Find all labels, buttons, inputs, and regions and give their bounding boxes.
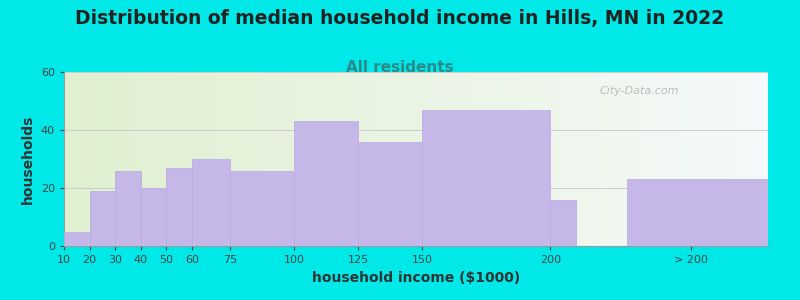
Bar bbox=[196, 72, 205, 246]
Bar bbox=[550, 200, 576, 246]
Bar bbox=[126, 72, 134, 246]
Bar bbox=[407, 72, 416, 246]
Bar bbox=[249, 72, 258, 246]
Bar bbox=[478, 72, 486, 246]
Bar bbox=[434, 72, 442, 246]
Bar bbox=[275, 72, 284, 246]
Bar bbox=[416, 72, 425, 246]
Bar bbox=[82, 72, 90, 246]
Bar bbox=[689, 72, 698, 246]
Bar bbox=[266, 72, 275, 246]
Bar bbox=[733, 72, 742, 246]
Bar bbox=[240, 72, 249, 246]
Bar bbox=[548, 72, 557, 246]
Bar bbox=[750, 72, 759, 246]
Bar bbox=[759, 72, 768, 246]
Bar bbox=[742, 72, 750, 246]
Bar bbox=[230, 171, 294, 246]
Bar bbox=[654, 72, 662, 246]
Bar bbox=[627, 72, 636, 246]
Bar bbox=[601, 72, 610, 246]
Bar bbox=[574, 72, 583, 246]
Bar bbox=[422, 110, 550, 246]
Bar bbox=[141, 188, 166, 246]
Bar bbox=[583, 72, 592, 246]
Bar bbox=[645, 72, 654, 246]
Bar bbox=[627, 179, 768, 246]
Bar bbox=[671, 72, 680, 246]
Bar bbox=[358, 142, 422, 246]
X-axis label: household income ($1000): household income ($1000) bbox=[312, 271, 520, 285]
Bar bbox=[451, 72, 460, 246]
Bar bbox=[152, 72, 161, 246]
Text: All residents: All residents bbox=[346, 60, 454, 75]
Bar bbox=[73, 72, 82, 246]
Y-axis label: households: households bbox=[22, 114, 35, 204]
Bar bbox=[557, 72, 566, 246]
Bar bbox=[504, 72, 513, 246]
Bar bbox=[662, 72, 671, 246]
Bar bbox=[495, 72, 504, 246]
Bar bbox=[90, 72, 99, 246]
Bar bbox=[442, 72, 451, 246]
Bar bbox=[337, 72, 346, 246]
Bar bbox=[178, 72, 187, 246]
Bar bbox=[166, 168, 192, 246]
Bar bbox=[293, 72, 302, 246]
Bar bbox=[372, 72, 381, 246]
Bar bbox=[618, 72, 627, 246]
Bar bbox=[469, 72, 478, 246]
Bar bbox=[222, 72, 231, 246]
Bar bbox=[346, 72, 354, 246]
Bar bbox=[706, 72, 715, 246]
Bar bbox=[258, 72, 266, 246]
Bar bbox=[566, 72, 574, 246]
Bar bbox=[390, 72, 398, 246]
Bar bbox=[592, 72, 601, 246]
Bar bbox=[134, 72, 143, 246]
Bar bbox=[187, 72, 196, 246]
Bar bbox=[522, 72, 530, 246]
Bar bbox=[143, 72, 152, 246]
Bar bbox=[715, 72, 724, 246]
Bar bbox=[117, 72, 126, 246]
Bar bbox=[698, 72, 706, 246]
Bar bbox=[680, 72, 689, 246]
Bar bbox=[108, 72, 117, 246]
Text: Distribution of median household income in Hills, MN in 2022: Distribution of median household income … bbox=[75, 9, 725, 28]
Bar bbox=[486, 72, 495, 246]
Bar bbox=[319, 72, 328, 246]
Bar bbox=[192, 159, 230, 246]
Text: City-Data.com: City-Data.com bbox=[599, 86, 678, 96]
Bar bbox=[381, 72, 390, 246]
Bar bbox=[115, 171, 141, 246]
Bar bbox=[64, 72, 73, 246]
Bar bbox=[354, 72, 363, 246]
Bar bbox=[310, 72, 319, 246]
Bar bbox=[170, 72, 178, 246]
Bar bbox=[214, 72, 222, 246]
Bar bbox=[363, 72, 372, 246]
Bar bbox=[161, 72, 170, 246]
Bar bbox=[205, 72, 214, 246]
Bar bbox=[724, 72, 733, 246]
Bar bbox=[90, 191, 115, 246]
Bar bbox=[99, 72, 108, 246]
Bar bbox=[302, 72, 310, 246]
Bar bbox=[398, 72, 407, 246]
Bar bbox=[425, 72, 434, 246]
Bar bbox=[636, 72, 645, 246]
Bar bbox=[328, 72, 337, 246]
Bar bbox=[460, 72, 469, 246]
Bar bbox=[539, 72, 548, 246]
Bar bbox=[610, 72, 618, 246]
Bar bbox=[284, 72, 293, 246]
Bar bbox=[513, 72, 522, 246]
Bar bbox=[231, 72, 240, 246]
Bar bbox=[530, 72, 539, 246]
Bar bbox=[64, 232, 90, 246]
Bar bbox=[294, 121, 358, 246]
